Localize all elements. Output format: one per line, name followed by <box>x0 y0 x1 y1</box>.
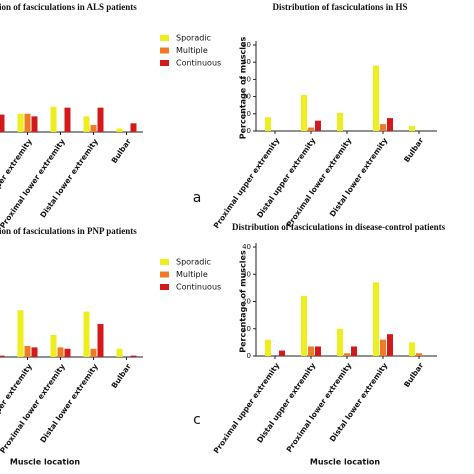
chart-title: Distribution of fasciculations in ALS pa… <box>0 2 137 12</box>
bar <box>351 346 357 356</box>
x-tick-label: Bulbar <box>109 362 132 390</box>
bar <box>279 350 285 356</box>
y-axis-label: Percentage of muscles <box>239 37 248 140</box>
x-tick-label: Proximal upper extremity <box>212 361 282 455</box>
y-tick-label: 10 <box>242 110 251 118</box>
x-axis-label: Muscle location <box>310 458 381 467</box>
bar <box>17 113 24 132</box>
bar <box>116 348 123 357</box>
bar <box>130 355 137 357</box>
panel-letter: c <box>193 412 201 428</box>
bar <box>265 339 271 356</box>
x-tick-label: Proximal lower extremity <box>0 362 67 455</box>
y-tick-label: 20 <box>242 93 251 101</box>
bar <box>90 125 97 132</box>
legend-label: Sporadic <box>176 34 211 43</box>
y-tick-label: 40 <box>242 243 251 251</box>
x-tick-label: Proximal lower extremity <box>285 361 354 454</box>
bar <box>64 107 71 132</box>
legend-swatch <box>160 35 169 41</box>
bar <box>24 113 31 132</box>
chart-title: Distribution of fasciculations in HS <box>272 2 407 12</box>
legend-label: Multiple <box>176 46 208 55</box>
bar <box>416 353 422 356</box>
bar <box>83 116 90 132</box>
bar <box>57 347 64 357</box>
bar <box>387 118 393 131</box>
bar <box>90 348 97 357</box>
x-tick-label: Distal lower extremity <box>38 362 100 444</box>
y-tick-label: 10 <box>242 325 251 333</box>
bar <box>97 324 104 357</box>
bar <box>409 342 415 356</box>
bar <box>50 106 57 132</box>
y-tick-label: 0 <box>247 127 251 135</box>
x-axis-label: Muscle location <box>10 458 81 467</box>
bar <box>116 128 123 132</box>
chart-title: Distribution of fasciculations in PNP pa… <box>0 226 137 236</box>
bar <box>31 347 38 357</box>
x-tick-label: Bulbar <box>402 361 425 389</box>
y-axis-label: Percentage of muscles <box>239 250 248 353</box>
bar <box>337 112 343 131</box>
bar <box>373 65 379 131</box>
panel-letter: a <box>193 190 202 206</box>
chart-title: Distribution of fasciculations in diseas… <box>232 222 446 232</box>
bar <box>308 127 314 131</box>
bar <box>50 335 57 357</box>
bar <box>315 120 321 131</box>
x-tick-label: Bulbar <box>109 137 132 165</box>
x-tick-label: Proximal lower extremity <box>0 137 67 230</box>
x-tick-label: Proximal lower extremity <box>285 136 354 229</box>
bar <box>301 94 307 131</box>
bar <box>0 355 5 357</box>
y-tick-label: 50 <box>242 41 251 49</box>
legend-swatch <box>160 284 169 290</box>
x-tick-label: Bulbar <box>402 136 425 164</box>
bar <box>31 116 38 132</box>
bar <box>24 346 31 357</box>
y-tick-label: 40 <box>242 58 251 66</box>
bar <box>97 107 104 132</box>
bar <box>380 124 386 131</box>
bar <box>301 296 307 356</box>
bar <box>265 117 271 131</box>
x-tick-label: Distal lower extremity <box>38 137 100 219</box>
legend-label: Sporadic <box>176 258 211 267</box>
legend-swatch <box>160 60 169 66</box>
bar <box>387 334 393 356</box>
legend-label: Continuous <box>176 283 221 292</box>
legend-swatch <box>160 259 169 265</box>
bar <box>64 348 71 357</box>
bar <box>0 114 5 132</box>
legend-swatch <box>160 47 169 54</box>
legend-label: Continuous <box>176 59 221 68</box>
bar <box>337 328 343 356</box>
bar <box>83 311 90 357</box>
bar <box>130 123 137 132</box>
bar <box>380 339 386 356</box>
bar <box>409 125 415 131</box>
y-tick-label: 20 <box>242 298 251 306</box>
bar <box>17 310 24 357</box>
bar <box>315 346 321 356</box>
bar <box>344 353 350 356</box>
x-tick-label: Proximal upper extremity <box>212 136 282 230</box>
bar <box>308 346 314 356</box>
y-tick-label: 30 <box>242 75 251 83</box>
y-tick-label: 30 <box>242 270 251 278</box>
legend-swatch <box>160 271 169 278</box>
bar <box>373 282 379 356</box>
legend-label: Multiple <box>176 270 208 279</box>
y-tick-label: 0 <box>247 352 251 360</box>
